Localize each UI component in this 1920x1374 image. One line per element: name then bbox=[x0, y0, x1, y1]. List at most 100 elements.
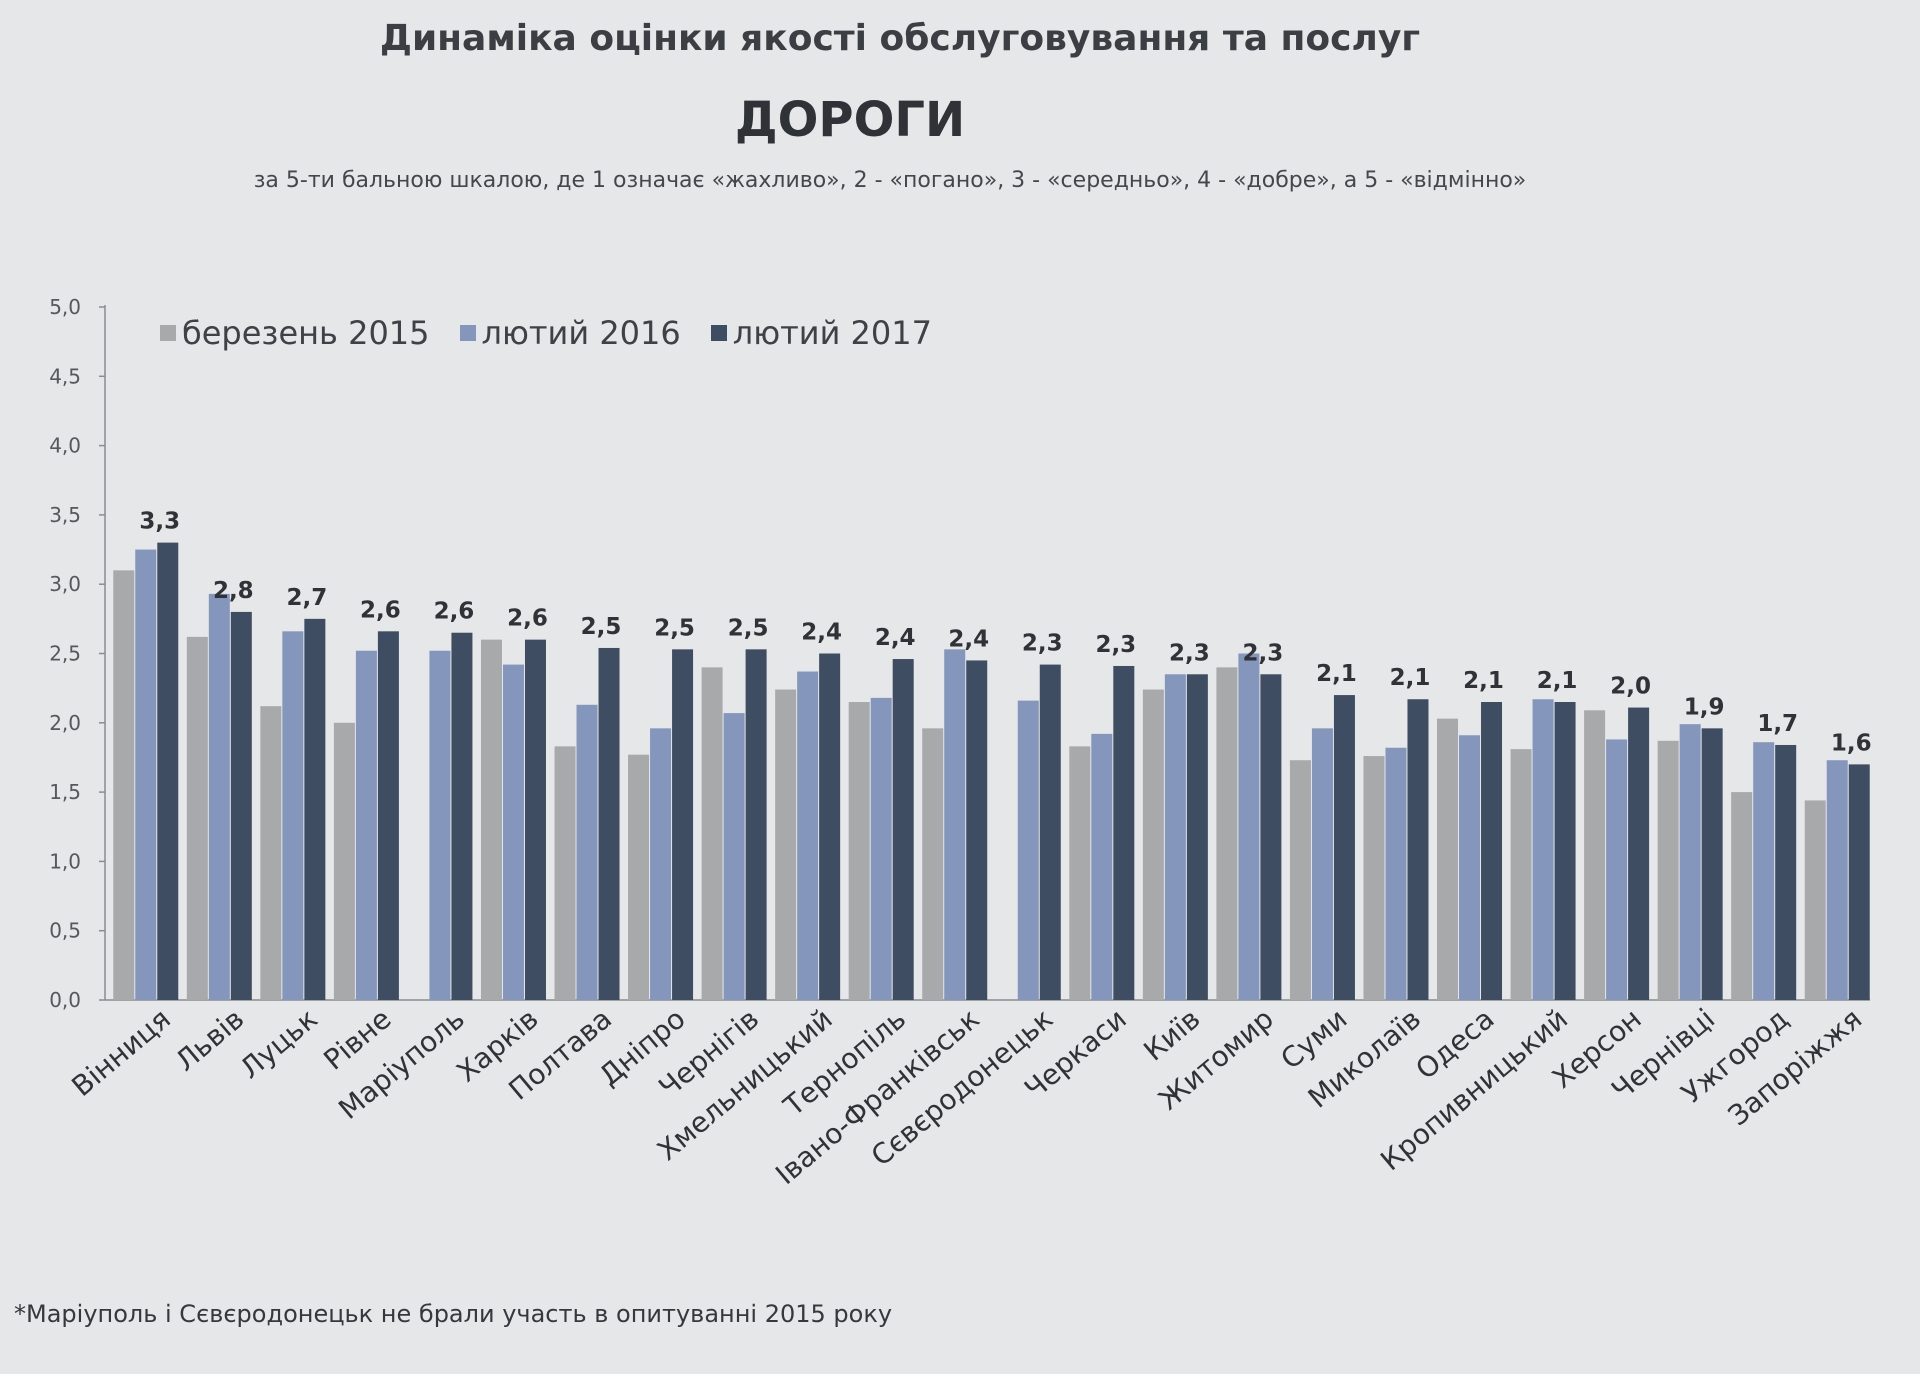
bar bbox=[650, 728, 672, 1000]
bar bbox=[1238, 653, 1260, 1000]
bar-chart: 0,0 0,5 1,0 1,5 2,0 2,5 3,0 3,5 4,0 4,5 5,0 3,3 Вінн… bbox=[49, 295, 1872, 1191]
data-label: 2,6 bbox=[507, 606, 548, 632]
bar bbox=[1584, 710, 1606, 1000]
bar bbox=[208, 593, 230, 1000]
bar bbox=[554, 746, 576, 1000]
legend-swatch-2015 bbox=[160, 325, 176, 341]
data-label: 2,3 bbox=[1243, 640, 1284, 666]
category-label: Луцьк bbox=[234, 1002, 324, 1085]
bar bbox=[1385, 747, 1407, 1000]
bar bbox=[1113, 665, 1135, 1000]
y-tick-label: 4,0 bbox=[49, 434, 81, 458]
bar bbox=[355, 650, 377, 1000]
bar bbox=[1216, 667, 1238, 1000]
bar bbox=[1848, 764, 1870, 1000]
bar bbox=[1826, 760, 1848, 1000]
bar bbox=[1804, 800, 1826, 1000]
bar bbox=[1510, 749, 1532, 1000]
bar bbox=[1679, 724, 1701, 1000]
bar bbox=[451, 632, 473, 1000]
bar bbox=[480, 639, 502, 1000]
data-label: 2,6 bbox=[360, 597, 401, 623]
bar bbox=[1554, 702, 1576, 1000]
bar bbox=[944, 649, 966, 1000]
bar bbox=[230, 611, 252, 1000]
bar bbox=[113, 570, 135, 1000]
bar bbox=[797, 671, 819, 1000]
y-tick-label: 4,5 bbox=[49, 364, 81, 388]
data-label: 1,7 bbox=[1757, 711, 1798, 737]
legend-swatch-2016 bbox=[459, 325, 476, 341]
bar bbox=[819, 653, 841, 1000]
data-label: 2,3 bbox=[1095, 632, 1136, 658]
bar bbox=[1437, 718, 1459, 1000]
data-label: 2,1 bbox=[1316, 661, 1357, 687]
data-label: 2,8 bbox=[213, 578, 254, 604]
bar bbox=[1164, 674, 1186, 1000]
legend-swatch-2017 bbox=[710, 325, 727, 341]
bar bbox=[701, 667, 723, 1000]
data-label: 2,3 bbox=[1022, 631, 1063, 657]
bar bbox=[1481, 702, 1503, 1000]
y-tick-label: 0,5 bbox=[49, 919, 81, 943]
data-label: 2,6 bbox=[434, 599, 475, 625]
data-label: 2,4 bbox=[875, 625, 916, 651]
bar bbox=[1606, 739, 1628, 1000]
bar bbox=[892, 659, 914, 1000]
bar bbox=[1142, 689, 1164, 1000]
bar bbox=[502, 664, 524, 1000]
y-tick-label: 0,0 bbox=[49, 988, 81, 1012]
bar bbox=[1459, 735, 1481, 1000]
legend-item-2015: березень 2015 bbox=[160, 314, 430, 352]
data-label: 2,1 bbox=[1463, 668, 1504, 694]
y-tick-label: 3,0 bbox=[49, 572, 81, 596]
data-label: 2,4 bbox=[948, 626, 989, 652]
bar bbox=[870, 697, 892, 1000]
data-label: 2,5 bbox=[728, 615, 769, 641]
bar bbox=[260, 706, 282, 1000]
data-label: 1,6 bbox=[1831, 730, 1872, 756]
bar bbox=[1407, 699, 1429, 1000]
data-label: 2,0 bbox=[1610, 674, 1651, 700]
y-tick-label: 3,5 bbox=[49, 503, 81, 527]
bar bbox=[1260, 674, 1282, 1000]
data-label: 2,5 bbox=[654, 615, 695, 641]
bar bbox=[1731, 792, 1753, 1000]
bar bbox=[524, 639, 546, 1000]
legend-item-2017: лютий 2017 bbox=[710, 314, 932, 352]
bar bbox=[429, 650, 451, 1000]
bar bbox=[598, 647, 620, 1000]
legend-label-2016: лютий 2016 bbox=[481, 314, 681, 352]
scale-note: за 5-ти бальною шкалою, де 1 означає «жа… bbox=[253, 168, 1527, 193]
bar bbox=[745, 649, 767, 1000]
bar bbox=[1186, 674, 1208, 1000]
data-label: 2,1 bbox=[1390, 665, 1431, 691]
bar bbox=[723, 713, 745, 1000]
legend-item-2016: лютий 2016 bbox=[459, 314, 681, 352]
legend-label-2017: лютий 2017 bbox=[732, 314, 932, 352]
bar bbox=[672, 649, 694, 1000]
data-label: 2,1 bbox=[1537, 668, 1578, 694]
data-label: 2,5 bbox=[581, 614, 622, 640]
bar bbox=[157, 542, 179, 1000]
bar bbox=[1657, 740, 1679, 1000]
bar bbox=[1532, 699, 1554, 1000]
data-label: 2,3 bbox=[1169, 640, 1210, 666]
bar bbox=[1753, 742, 1775, 1000]
chart-subtitle: ДОРОГИ bbox=[734, 92, 966, 148]
category-label: Вінниця bbox=[65, 1002, 176, 1103]
bar bbox=[377, 631, 399, 1000]
bar bbox=[186, 636, 208, 1000]
bar bbox=[1017, 700, 1039, 1000]
bar bbox=[848, 702, 870, 1000]
bar bbox=[966, 660, 988, 1000]
data-label: 3,3 bbox=[139, 509, 180, 535]
footnote: *Маріуполь і Сєвєродонецьк не брали учас… bbox=[14, 1300, 893, 1328]
bar bbox=[333, 722, 355, 1000]
bar bbox=[628, 754, 650, 1000]
bar bbox=[135, 549, 157, 1000]
y-tick-label: 2,5 bbox=[49, 642, 81, 666]
chart-title: Динаміка оцінки якості обслуговування та… bbox=[379, 18, 1421, 59]
y-tick-label: 2,0 bbox=[49, 711, 81, 735]
